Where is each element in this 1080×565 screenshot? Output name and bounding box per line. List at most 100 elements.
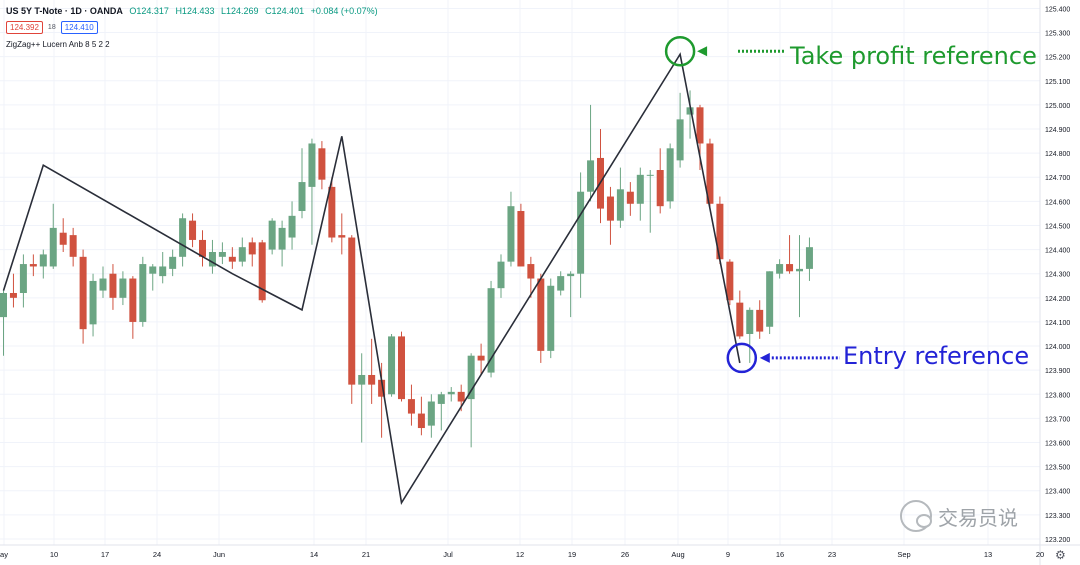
time-tick-label: 10 bbox=[50, 550, 58, 559]
candle-body bbox=[318, 148, 326, 180]
price-tick-label: 125.100 bbox=[1045, 79, 1070, 86]
price-tick-label: 123.900 bbox=[1045, 368, 1070, 375]
candle-body bbox=[417, 413, 425, 429]
time-tick-label: 14 bbox=[310, 550, 318, 559]
candle-body bbox=[248, 242, 256, 255]
entry-label: Entry reference bbox=[843, 342, 1030, 370]
candle-body bbox=[368, 374, 376, 385]
candle-body bbox=[338, 235, 346, 238]
candle-body bbox=[328, 186, 336, 238]
candle-body bbox=[497, 261, 505, 289]
candle-body bbox=[169, 256, 177, 269]
candle-body bbox=[527, 264, 535, 279]
time-tick-label: 19 bbox=[568, 550, 576, 559]
watermark: 交易员说 bbox=[900, 500, 1018, 532]
candle-body bbox=[268, 220, 276, 250]
candle-body bbox=[59, 232, 67, 245]
candle-body bbox=[278, 227, 286, 250]
time-tick-label: 17 bbox=[101, 550, 109, 559]
candle-body bbox=[567, 273, 575, 277]
candle-body bbox=[467, 355, 475, 400]
candle-body bbox=[537, 278, 545, 351]
candle-body bbox=[199, 239, 206, 257]
price-tick-label: 123.200 bbox=[1045, 537, 1070, 544]
take-profit-label: Take profit reference bbox=[790, 42, 1037, 70]
candle-body bbox=[517, 211, 525, 267]
price-tick-label: 124.100 bbox=[1045, 320, 1070, 327]
indicator-label[interactable]: ZigZag++ Lucern Anb 8 5 2 2 bbox=[6, 40, 110, 49]
candle-body bbox=[427, 401, 435, 426]
price-axis bbox=[1040, 0, 1080, 565]
candle-body bbox=[99, 278, 107, 291]
candle-body bbox=[646, 174, 654, 176]
price-tick-label: 124.700 bbox=[1045, 175, 1070, 182]
candle-body bbox=[139, 264, 147, 322]
ohlc-close: C124.401 bbox=[265, 6, 305, 16]
candle-body bbox=[447, 391, 455, 395]
candle-body bbox=[208, 252, 216, 267]
candle-body bbox=[159, 266, 167, 277]
candle-body bbox=[288, 215, 296, 238]
candle-body bbox=[119, 278, 127, 298]
spread-value: 18 bbox=[47, 24, 56, 31]
candle-body bbox=[756, 309, 764, 332]
wechat-icon bbox=[900, 500, 932, 532]
ask-price[interactable]: 124.410 bbox=[60, 21, 98, 34]
price-tick-label: 123.400 bbox=[1045, 489, 1070, 496]
candle-body bbox=[686, 107, 694, 115]
candle-body bbox=[0, 292, 7, 318]
candle-body bbox=[736, 302, 744, 337]
candle-body bbox=[79, 256, 87, 330]
bid-price[interactable]: 124.392 bbox=[6, 21, 43, 34]
entry-arrow bbox=[759, 352, 770, 363]
take-profit-circle bbox=[664, 36, 696, 67]
price-tick-label: 125.000 bbox=[1045, 103, 1070, 110]
candle-body bbox=[228, 256, 236, 262]
time-tick-label: Sep bbox=[897, 550, 910, 559]
candle-body bbox=[238, 247, 246, 262]
candle-body bbox=[796, 268, 803, 272]
candle-body bbox=[109, 273, 117, 298]
candle-body bbox=[398, 336, 405, 400]
candle-body bbox=[437, 394, 445, 404]
candle-body bbox=[308, 143, 316, 187]
price-tick-label: 125.300 bbox=[1045, 31, 1070, 38]
candle-body bbox=[388, 336, 396, 395]
time-tick-label: 13 bbox=[984, 550, 992, 559]
candle-body bbox=[557, 276, 565, 291]
price-tick-label: 124.500 bbox=[1045, 223, 1070, 230]
candle-body bbox=[626, 191, 634, 204]
price-tick-label: 124.000 bbox=[1045, 344, 1070, 351]
time-tick-label: 9 bbox=[726, 550, 730, 559]
ohlc-low: L124.269 bbox=[221, 6, 259, 16]
time-tick-label: ay bbox=[0, 550, 8, 559]
time-tick-label: 12 bbox=[516, 550, 524, 559]
candle-body bbox=[676, 119, 684, 161]
time-tick-label: 26 bbox=[621, 550, 629, 559]
price-tick-label: 123.300 bbox=[1045, 513, 1070, 520]
candle-body bbox=[507, 206, 515, 262]
candle-body bbox=[348, 237, 356, 385]
time-tick-label: 24 bbox=[153, 550, 161, 559]
price-tick-label: 125.400 bbox=[1045, 6, 1070, 13]
symbol-title[interactable]: US 5Y T-Note · 1D · OANDA bbox=[6, 6, 123, 16]
time-tick-label: 21 bbox=[362, 550, 370, 559]
candle-body bbox=[666, 148, 674, 202]
candle-body bbox=[29, 264, 37, 267]
candle-body bbox=[805, 247, 813, 269]
candle-body bbox=[656, 170, 664, 207]
candle-body bbox=[776, 264, 784, 274]
candle-body bbox=[19, 264, 27, 293]
candle-body bbox=[587, 160, 595, 192]
price-tick-label: 124.600 bbox=[1045, 199, 1070, 206]
time-tick-label: Aug bbox=[671, 550, 684, 559]
candle-body bbox=[726, 261, 734, 301]
price-tick-label: 123.500 bbox=[1045, 465, 1070, 472]
candle-body bbox=[298, 182, 306, 212]
candle-body bbox=[129, 278, 137, 322]
candle-body bbox=[89, 280, 97, 325]
settings-gear-icon[interactable]: ⚙ bbox=[1055, 548, 1066, 562]
price-tick-label: 124.400 bbox=[1045, 248, 1070, 255]
